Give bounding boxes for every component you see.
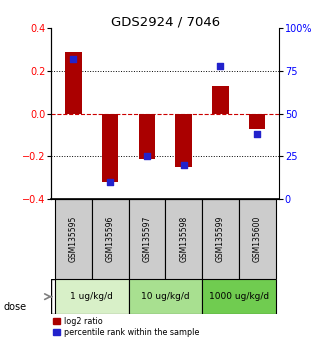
Bar [202,199,239,279]
Text: GSM135596: GSM135596 [106,216,115,262]
Text: GSM135595: GSM135595 [69,216,78,262]
Bar [202,279,276,314]
Bar [128,199,165,279]
Bar [139,114,155,159]
Bar [102,114,118,182]
Legend: log2 ratio, percentile rank within the sample: log2 ratio, percentile rank within the s… [53,316,199,337]
Point [218,63,223,69]
Bar [249,114,265,129]
Bar [165,199,202,279]
Point [144,154,150,159]
Bar [55,199,92,279]
Text: 10 ug/kg/d: 10 ug/kg/d [141,292,190,301]
Bar [212,86,229,114]
Text: GSM135599: GSM135599 [216,216,225,262]
Point [108,179,113,185]
Title: GDS2924 / 7046: GDS2924 / 7046 [111,15,220,28]
Point [255,131,260,137]
Text: GSM135598: GSM135598 [179,216,188,262]
Bar [92,199,128,279]
Bar [239,199,276,279]
Text: GSM135600: GSM135600 [253,216,262,262]
Point [71,56,76,62]
Text: 1 ug/kg/d: 1 ug/kg/d [70,292,113,301]
Bar [65,52,82,114]
Bar [55,279,128,314]
Bar [128,279,202,314]
Bar [175,114,192,167]
Text: 1000 ug/kg/d: 1000 ug/kg/d [209,292,269,301]
Point [181,162,186,168]
Text: GSM135597: GSM135597 [143,216,152,262]
Text: dose: dose [3,302,26,312]
